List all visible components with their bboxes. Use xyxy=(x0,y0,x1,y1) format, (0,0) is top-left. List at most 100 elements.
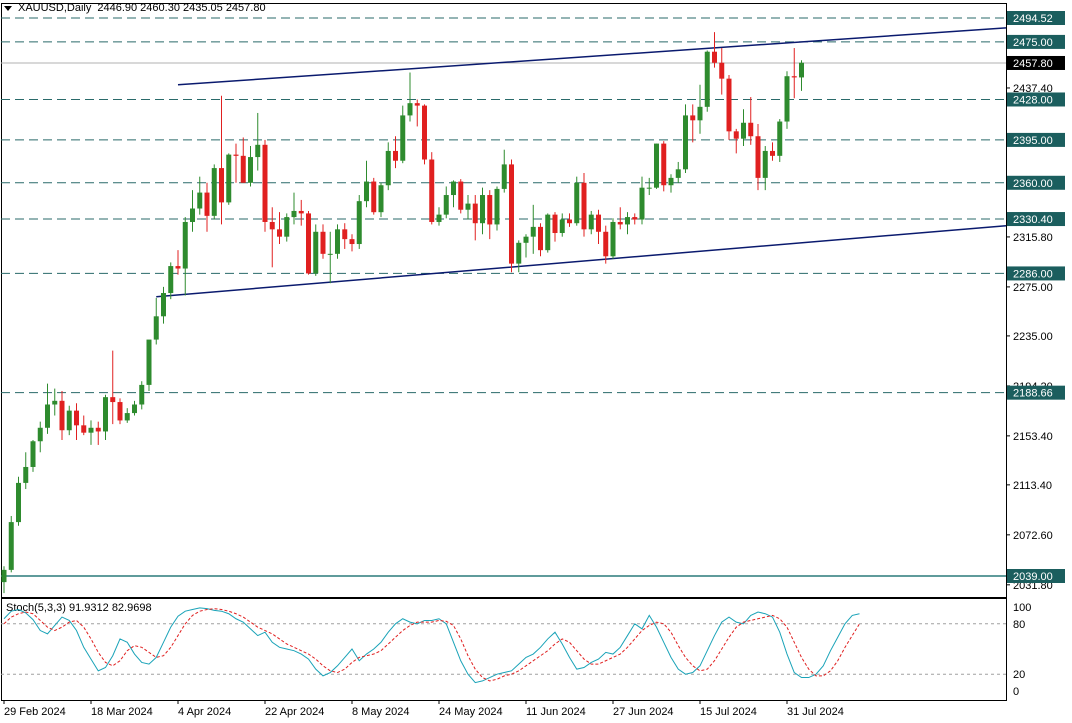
candle-body xyxy=(182,221,188,269)
candle-body xyxy=(777,121,783,156)
candle-body xyxy=(139,384,145,405)
candle-body xyxy=(132,404,137,414)
candle-body xyxy=(204,192,210,216)
candle-body xyxy=(124,413,130,421)
candle-body xyxy=(567,219,572,224)
x-axis-tick-label: 29 Feb 2024 xyxy=(4,706,66,718)
candle-body xyxy=(799,62,804,78)
candle-body xyxy=(103,397,108,432)
level-price-label-bg xyxy=(1007,11,1065,25)
x-axis-tick-label: 8 May 2024 xyxy=(352,706,409,718)
dropdown-triangle-icon[interactable] xyxy=(4,5,12,11)
candle-body xyxy=(675,169,681,178)
candle-body xyxy=(269,221,275,230)
current-price-label: 2457.80 xyxy=(1013,58,1053,70)
y-axis-tick-label: 2113.40 xyxy=(1013,480,1052,492)
candle-body xyxy=(277,229,282,237)
candle-body xyxy=(400,115,406,161)
level-price-label-bg xyxy=(1007,175,1065,190)
candle-body xyxy=(690,115,696,121)
candle-body xyxy=(443,195,449,215)
candle-body xyxy=(458,181,464,210)
candle-body xyxy=(168,266,174,294)
candle-body xyxy=(574,182,580,224)
candle-body xyxy=(748,122,754,137)
x-axis-tick-label: 24 May 2024 xyxy=(439,706,503,718)
candle-body xyxy=(306,213,311,274)
candle-body xyxy=(66,410,72,431)
candle-body xyxy=(625,217,630,225)
level-price-label-bg xyxy=(1007,212,1065,227)
candle-body xyxy=(291,210,297,218)
stochastic-axis-label: 0 xyxy=(1013,686,1019,698)
candle-body xyxy=(88,427,94,433)
candle-body xyxy=(762,150,768,178)
stochastic-signal-line[interactable] xyxy=(3,608,860,682)
x-axis-tick-label: 4 Apr 2024 xyxy=(178,706,231,718)
level-price-label: 2188.66 xyxy=(1013,388,1053,400)
candle-body xyxy=(248,157,253,183)
candle-body xyxy=(552,214,558,234)
y-axis-tick-label: 2275.00 xyxy=(1013,282,1053,294)
candle-body xyxy=(95,427,101,432)
candle-body xyxy=(364,181,369,202)
y-axis-tick-label: 2072.60 xyxy=(1013,530,1053,542)
channel-line-upper[interactable] xyxy=(177,27,1007,86)
candle-body xyxy=(726,78,732,132)
candle-body xyxy=(153,316,159,340)
candle-body xyxy=(422,105,427,160)
candle-body xyxy=(733,131,739,139)
y-axis-tick-label: 2437.40 xyxy=(1013,83,1053,95)
channel-line-lower[interactable] xyxy=(156,224,1007,298)
candle-body xyxy=(501,164,507,189)
candle-body xyxy=(298,210,304,214)
chart-header: XAUUSD,Daily 2446.90 2460.30 2435.05 245… xyxy=(4,2,266,14)
candle-body xyxy=(1,569,7,583)
candle-body xyxy=(523,236,529,243)
candle-body xyxy=(349,239,355,245)
candle-body xyxy=(509,164,514,264)
candle-body xyxy=(414,103,420,106)
stochastic-d-value: 82.9698 xyxy=(111,602,152,614)
candle-body xyxy=(233,154,239,156)
x-axis-tick-label: 31 Jul 2024 xyxy=(787,706,844,718)
candle-body xyxy=(487,195,493,225)
candle-body xyxy=(719,62,725,79)
candle-body xyxy=(146,339,152,385)
candle-body xyxy=(697,106,703,121)
candle-body xyxy=(393,150,398,161)
level-price-label-bg xyxy=(1007,132,1065,147)
candle-body xyxy=(8,522,14,570)
candle-body xyxy=(356,201,362,245)
x-axis-tick-label: 15 Jul 2024 xyxy=(700,706,757,718)
stochastic-main-line[interactable] xyxy=(3,607,860,684)
x-axis-tick-label: 22 Apr 2024 xyxy=(265,706,324,718)
candle-body xyxy=(530,226,536,237)
stochastic-axis-label: 100 xyxy=(1013,602,1031,614)
candle-body xyxy=(770,150,775,156)
candle-body xyxy=(465,203,471,210)
candle-body xyxy=(175,266,181,269)
candle-body xyxy=(37,427,43,442)
candle-body xyxy=(632,217,638,220)
candle-body xyxy=(197,192,203,209)
level-price-label-bg xyxy=(1007,266,1065,281)
candle-body xyxy=(161,293,166,317)
candle-body xyxy=(429,159,435,222)
stochastic-axis-label: 20 xyxy=(1013,669,1025,681)
x-axis-tick-label: 11 Jun 2024 xyxy=(526,706,586,718)
candle-body xyxy=(668,177,674,186)
candle-body xyxy=(110,397,116,403)
candle-body xyxy=(255,144,261,158)
candle-body xyxy=(342,229,348,240)
stochastic-plot-frame xyxy=(1,598,1007,701)
ohlc-values: 2446.90 2460.30 2435.05 2457.80 xyxy=(97,2,266,14)
candle-body xyxy=(596,214,601,232)
candle-body xyxy=(704,51,710,107)
candle-body xyxy=(59,400,65,431)
candle-body xyxy=(371,181,377,213)
candle-body xyxy=(741,122,746,139)
candle-body xyxy=(784,76,790,122)
candle-body xyxy=(617,221,623,225)
